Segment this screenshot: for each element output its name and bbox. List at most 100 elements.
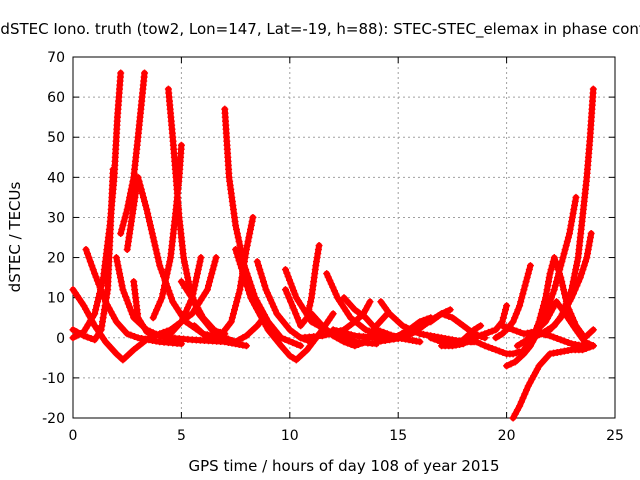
data-point: [147, 225, 155, 233]
data-point: [580, 262, 588, 270]
data-point: [427, 334, 435, 342]
data-point: [518, 294, 526, 302]
data-point: [211, 258, 219, 266]
y-tick-label: 20: [47, 251, 65, 267]
data-point: [503, 302, 511, 310]
data-point: [569, 209, 577, 217]
data-point: [141, 197, 149, 205]
data-point: [553, 334, 561, 342]
data-point: [152, 331, 160, 339]
y-axis-label: dSTEC / TECUs: [6, 181, 24, 292]
data-point: [257, 270, 265, 278]
data-point: [163, 270, 171, 278]
data-point: [166, 290, 174, 298]
data-point: [283, 269, 291, 277]
data-point: [281, 266, 289, 274]
data-point: [523, 274, 531, 282]
data-point: [318, 332, 326, 340]
data-point: [564, 234, 572, 241]
data-point: [507, 360, 515, 368]
data-point: [261, 282, 269, 290]
data-point: [559, 254, 567, 262]
data-point: [180, 254, 188, 262]
data-point: [558, 278, 566, 286]
data-point: [234, 294, 242, 302]
data-point: [291, 290, 299, 298]
data-point: [127, 331, 135, 339]
data-point: [564, 338, 572, 346]
data-point: [92, 273, 100, 281]
data-point: [85, 254, 93, 262]
data-point: [114, 262, 122, 270]
data-point: [336, 328, 344, 336]
data-point: [165, 262, 173, 270]
data-point: [502, 323, 510, 331]
data-point: [327, 280, 335, 288]
data-point: [586, 238, 594, 246]
data-point: [409, 324, 417, 332]
data-point: [477, 322, 485, 330]
data-point: [340, 329, 348, 337]
data-point: [542, 294, 550, 302]
data-point: [239, 334, 247, 342]
data-point: [184, 304, 192, 312]
data-point: [249, 213, 257, 221]
data-point: [427, 318, 435, 326]
data-point: [148, 229, 156, 237]
data-point: [183, 270, 191, 278]
data-point: [235, 257, 243, 265]
data-point: [197, 254, 205, 262]
data-point: [557, 336, 565, 344]
data-point: [566, 225, 574, 233]
data-point: [192, 278, 200, 286]
data-point: [244, 286, 252, 294]
data-point: [229, 310, 237, 318]
data-point: [306, 302, 314, 310]
data-point: [290, 287, 298, 295]
data-point: [167, 294, 175, 302]
data-point: [519, 290, 527, 298]
data-point: [538, 306, 546, 314]
y-tick-label: 60: [47, 90, 65, 106]
data-point: [73, 332, 81, 340]
data-point: [362, 326, 370, 334]
series-track: [546, 85, 597, 334]
data-point: [247, 221, 255, 229]
data-point: [228, 336, 236, 344]
data-point: [561, 303, 569, 311]
data-point: [502, 306, 510, 314]
data-point: [290, 306, 298, 314]
data-point: [562, 242, 570, 250]
data-point: [203, 286, 211, 294]
data-point: [573, 258, 581, 266]
data-point: [430, 315, 438, 323]
data-point: [120, 289, 128, 297]
data-point: [481, 342, 489, 350]
data-point: [155, 258, 163, 266]
data-point: [295, 318, 303, 326]
data-point: [123, 296, 131, 304]
data-point: [546, 270, 554, 278]
data-point: [364, 302, 372, 310]
data-point: [570, 205, 578, 213]
data-point: [243, 283, 251, 291]
data-point: [293, 340, 301, 348]
series-track: [492, 262, 534, 342]
data-point: [119, 286, 127, 294]
data-point: [146, 221, 154, 229]
data-point: [456, 319, 464, 327]
data-point: [182, 266, 190, 274]
data-point: [585, 340, 593, 348]
data-point: [552, 258, 560, 266]
data-point: [477, 331, 485, 339]
data-point: [405, 326, 413, 334]
data-point: [93, 302, 101, 310]
data-point: [243, 242, 251, 250]
data-point: [193, 274, 201, 282]
data-point: [289, 328, 297, 336]
data-point: [463, 324, 471, 332]
data-point: [162, 274, 170, 282]
data-point: [550, 254, 558, 262]
data-point: [254, 308, 262, 316]
